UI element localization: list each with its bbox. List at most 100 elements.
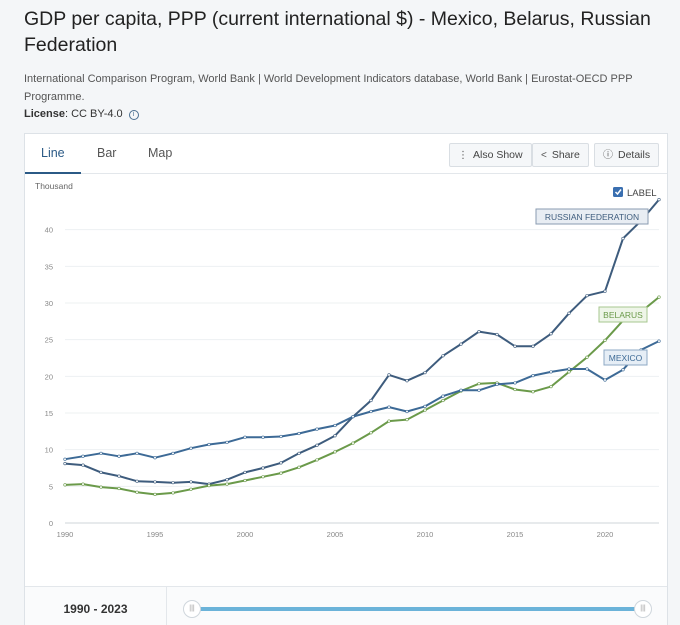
data-point [171, 481, 175, 485]
info-circle-icon: ⓘ [603, 150, 613, 161]
chart-panel: Line Bar Map ⋮ Also Show < Share ⓘ Details … [24, 133, 668, 625]
range-start-handle[interactable]: ||| [183, 600, 201, 618]
data-point [405, 409, 409, 414]
x-tick-label: 2020 [597, 530, 614, 539]
data-point [657, 295, 661, 299]
active-tab-indicator [25, 172, 81, 174]
chart-grid: 0 5 10 15 20 25 30 35 40 [45, 226, 659, 528]
series-label: MEXICO [609, 353, 643, 363]
data-point [81, 463, 85, 467]
data-point [189, 446, 193, 450]
data-point [63, 457, 67, 461]
data-point [189, 480, 193, 484]
checkmark-icon [614, 189, 622, 196]
data-point [81, 482, 85, 486]
data-point [603, 338, 607, 342]
data-point [495, 332, 499, 337]
x-tick-label: 2000 [237, 530, 254, 539]
data-point [81, 454, 85, 458]
data-point [63, 462, 67, 466]
checkbox-icon[interactable] [613, 187, 623, 197]
data-point [369, 409, 373, 414]
data-point [261, 466, 265, 470]
more-vertical-icon: ⋮ [458, 150, 468, 161]
data-point [171, 491, 175, 495]
data-point [441, 354, 445, 358]
y-tick-label: 0 [49, 519, 53, 528]
series-line [64, 340, 660, 461]
details-button[interactable]: ⓘ Details [594, 143, 660, 167]
y-axis-label: Thousand [35, 181, 73, 191]
data-point [117, 474, 121, 478]
data-point [171, 451, 175, 455]
license-row: License: CC BY-4.0 i [24, 108, 139, 120]
x-tick-label: 2010 [417, 530, 434, 539]
tab-map[interactable]: Map [148, 146, 173, 160]
data-point [549, 385, 553, 389]
data-point [459, 342, 463, 346]
data-point [351, 415, 355, 419]
data-point [117, 454, 121, 458]
data-point [135, 451, 139, 455]
data-point [441, 398, 445, 403]
data-point [135, 479, 139, 483]
data-point [297, 465, 301, 469]
label-toggle-text: LABEL [627, 188, 657, 199]
data-point [99, 485, 103, 489]
tab-bar[interactable]: Bar [97, 146, 117, 160]
data-point [567, 311, 571, 315]
data-point [279, 461, 283, 465]
data-point [243, 435, 247, 439]
data-point [297, 451, 301, 455]
series-labels: RUSSIAN FEDERATION BELARUS MEXICO [535, 208, 649, 366]
also-show-button[interactable]: ⋮ Also Show [449, 143, 532, 167]
series-label: RUSSIAN FEDERATION [545, 212, 639, 222]
data-point [207, 442, 211, 447]
y-tick-label: 20 [45, 372, 53, 381]
data-point [333, 423, 337, 428]
data-point [531, 374, 535, 378]
data-point [315, 427, 319, 431]
y-tick-label: 5 [49, 482, 53, 491]
series-label-box [603, 349, 648, 366]
data-point [207, 484, 211, 488]
data-point [549, 370, 553, 374]
range-label: 1990 - 2023 [25, 587, 167, 625]
data-point [387, 419, 391, 423]
data-point [423, 408, 427, 412]
x-axis: 1990 1995 2000 2005 2010 2015 2020 [57, 530, 614, 539]
y-tick-label: 15 [45, 409, 53, 418]
time-range-footer: 1990 - 2023 ||| ||| [25, 586, 667, 625]
share-button[interactable]: < Share [532, 143, 589, 167]
data-point [585, 355, 589, 359]
share-icon: < [541, 150, 547, 161]
info-icon[interactable]: i [128, 110, 139, 120]
share-label: Share [551, 149, 580, 161]
data-point [585, 294, 589, 298]
data-point [63, 483, 67, 487]
data-point [657, 339, 661, 343]
also-show-label: Also Show [473, 149, 523, 161]
tab-line[interactable]: Line [41, 146, 65, 160]
data-point [603, 289, 607, 293]
x-tick-label: 1990 [57, 530, 74, 539]
data-point [621, 368, 625, 372]
data-point [405, 418, 409, 422]
data-point [477, 330, 481, 334]
data-point [153, 456, 157, 460]
data-point [315, 443, 319, 447]
data-point [117, 486, 121, 491]
data-point [315, 458, 319, 462]
data-point [459, 388, 463, 392]
line-chart: Thousand 0 5 10 15 20 25 30 35 40 1990 1995 2000 20… [35, 181, 661, 539]
data-point [513, 387, 517, 392]
label-toggle[interactable]: LABEL [613, 187, 657, 199]
data-point [297, 431, 301, 436]
data-point [99, 451, 103, 455]
data-point [369, 431, 373, 435]
license-value: : CC BY-4.0 [64, 108, 123, 120]
range-end-handle[interactable]: ||| [634, 600, 652, 618]
y-tick-label: 40 [45, 226, 53, 235]
data-point [477, 388, 481, 392]
range-slider[interactable] [193, 607, 643, 611]
